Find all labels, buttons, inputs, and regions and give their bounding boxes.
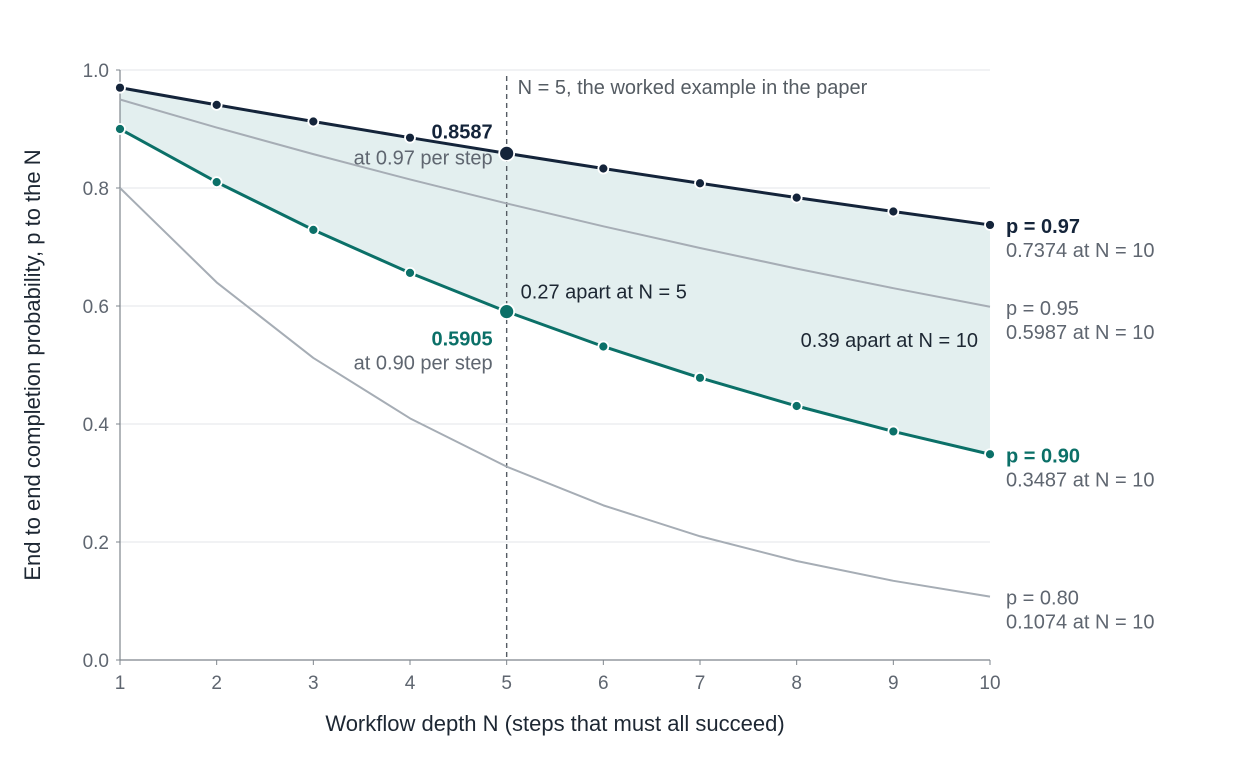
x-axis-title: Workflow depth N (steps that must all su…	[325, 711, 784, 736]
series-line-p = 0.95	[119, 98, 991, 308]
series-end-label: p = 0.95	[1006, 298, 1079, 320]
data-point	[114, 81, 126, 94]
axes: 0.0 0.2 0.4 0.6 0.8 1.0 1 2 3 4 5 6 7 8 9 10 Workflow de…	[20, 61, 1001, 736]
data-point	[984, 448, 996, 461]
label-layer: N = 5, the worked example in the paper p …	[354, 77, 1155, 634]
series-end-sublabel: 0.3487 at N = 10	[1006, 469, 1154, 491]
series-end-sublabel: 0.5987 at N = 10	[1006, 322, 1154, 344]
y-axis-title: End to end completion probability, p to …	[20, 149, 45, 580]
data-point	[887, 205, 900, 218]
data-point	[597, 162, 610, 175]
series-end-sublabel: 0.1074 at N = 10	[1006, 612, 1154, 634]
x-tick-label: 3	[308, 673, 319, 694]
highlight-point	[498, 303, 516, 321]
point-note-label: at 0.97 per step	[354, 147, 493, 169]
reference-line-label: N = 5, the worked example in the paper	[518, 77, 868, 99]
series-line-p = 0.90	[119, 127, 991, 456]
x-tick-label: 2	[211, 673, 222, 694]
y-tick-label: 0.2	[83, 533, 109, 554]
data-point	[307, 115, 320, 128]
point-value-label: 0.8587	[431, 121, 492, 143]
series-end-label: p = 0.97	[1006, 216, 1080, 238]
shaded-band	[120, 87, 990, 455]
data-point	[694, 177, 706, 190]
x-tick-label: 4	[405, 673, 416, 694]
data-point	[114, 123, 126, 135]
y-tick-label: 0.8	[83, 179, 109, 200]
series-end-sublabel: 0.7374 at N = 10	[1006, 240, 1154, 262]
x-tick-label: 5	[501, 673, 512, 694]
data-point	[404, 267, 416, 279]
x-tick-label: 8	[791, 673, 802, 694]
data-point	[307, 223, 320, 236]
data-point	[984, 219, 996, 231]
data-point	[694, 371, 706, 384]
x-tick-label: 7	[695, 673, 706, 694]
y-tick-label: 0.6	[83, 297, 109, 318]
data-point	[790, 400, 803, 412]
series-line-p = 0.97	[119, 86, 991, 227]
x-tick-label: 9	[888, 673, 899, 694]
y-tick-label: 1.0	[83, 61, 109, 82]
highlight-point	[498, 144, 516, 162]
series-layer	[114, 81, 996, 598]
x-tick-label: 6	[598, 673, 609, 694]
data-point	[404, 131, 416, 144]
point-note-label: at 0.90 per step	[354, 353, 493, 375]
data-point	[210, 176, 223, 189]
gap-label: 0.39 apart at N = 10	[801, 330, 978, 352]
x-tick-label: 10	[979, 673, 1000, 694]
data-point	[887, 425, 900, 438]
series-end-label: p = 0.80	[1006, 588, 1079, 610]
y-tick-label: 0.0	[83, 651, 109, 672]
series-end-label: p = 0.90	[1006, 445, 1080, 467]
series-line-p = 0.80	[119, 187, 991, 598]
gap-label: 0.27 apart at N = 5	[521, 282, 687, 304]
point-value-label: 0.5905	[431, 329, 492, 351]
data-point	[790, 191, 803, 204]
data-point	[597, 340, 610, 353]
data-point	[210, 98, 223, 111]
y-tick-label: 0.4	[83, 415, 110, 436]
x-tick-label: 1	[115, 673, 126, 694]
